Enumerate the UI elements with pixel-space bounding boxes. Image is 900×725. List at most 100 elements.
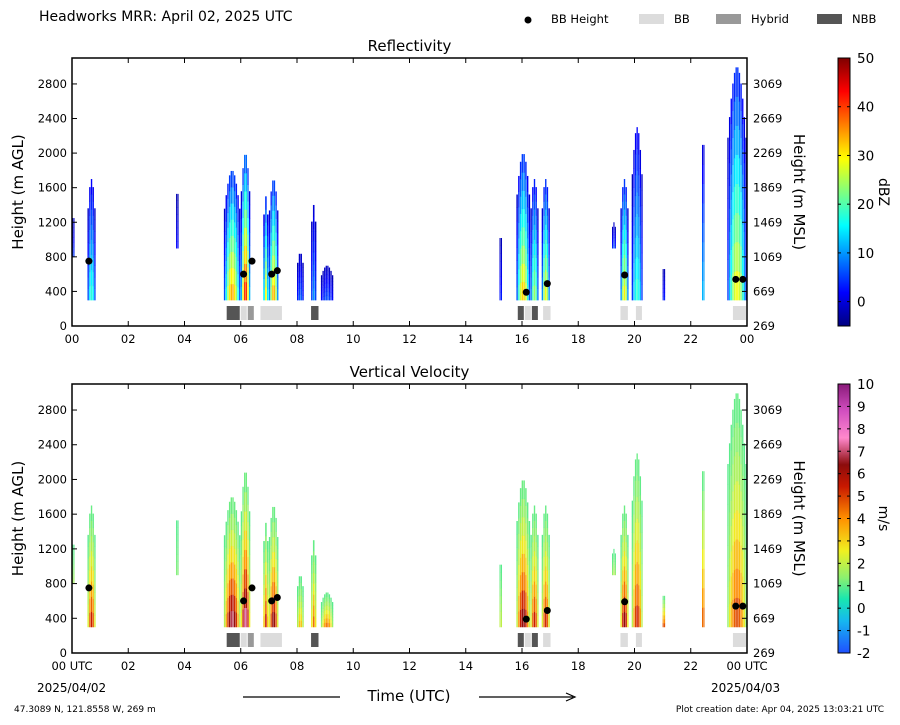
echo-cell (240, 525, 243, 541)
echo-cell (738, 214, 741, 244)
colorbar-tick-label: 30 (857, 148, 874, 164)
echo-cell (738, 129, 741, 159)
echo-cell (727, 137, 729, 159)
echo-cell (298, 582, 301, 590)
echo-cell (267, 257, 269, 269)
echo-cell (638, 501, 640, 523)
echo-cell (90, 194, 93, 210)
echo-cell (223, 569, 226, 582)
echo-cell (297, 262, 299, 268)
echo-cell (314, 231, 317, 242)
echo-cell (546, 243, 549, 259)
echo-cell (533, 520, 536, 537)
echo-cell (244, 472, 246, 493)
echo-cell (94, 265, 96, 278)
echo-cell (742, 551, 744, 577)
echo-cell (90, 239, 93, 255)
echo-cell (263, 541, 265, 553)
echo-cell (548, 592, 550, 605)
echo-cell (225, 208, 227, 222)
echo-cell (703, 490, 705, 511)
echo-cell (240, 612, 243, 628)
echo-layer (72, 393, 747, 628)
echo-cell (92, 215, 94, 230)
echo-cell (639, 206, 642, 226)
echo-cell (234, 533, 236, 550)
echo-cell (232, 235, 234, 252)
echo-cell (532, 243, 534, 259)
echo-cell (499, 588, 501, 597)
echo-cell (73, 568, 75, 575)
echo-cell (234, 268, 236, 285)
echo-cell (90, 520, 93, 537)
echo-cell (312, 288, 315, 301)
echo-cell (177, 547, 179, 555)
echo-cell (312, 240, 315, 253)
echo-cell (703, 164, 705, 184)
echo-cell (228, 268, 231, 285)
echo-cell (273, 521, 276, 538)
echo-cell (742, 475, 744, 501)
echo-cell (92, 257, 94, 273)
echo-cell (516, 547, 518, 562)
echo-cell (541, 208, 544, 221)
echo-cell (237, 613, 239, 628)
echo-cell (627, 254, 629, 266)
echo-cell (300, 588, 302, 596)
echo-cell (634, 585, 637, 607)
echo-cell (330, 292, 332, 297)
echo-cell (728, 581, 731, 605)
echo-cell (273, 180, 276, 196)
echo-cell (537, 534, 539, 547)
echo-cell (543, 527, 545, 543)
echo-cell (703, 471, 705, 491)
echo-cell (732, 191, 734, 220)
colorbar-tick-label: -2 (857, 646, 870, 662)
echo-cell (627, 615, 629, 628)
echo-cell (499, 611, 501, 620)
x-tick-label: 10 (346, 332, 361, 346)
bb-type-bar-bb (240, 633, 247, 647)
echo-cell (314, 582, 317, 592)
echo-cell (641, 516, 643, 533)
echo-cell (324, 606, 326, 611)
echo-cell (176, 207, 178, 215)
echo-cell (311, 555, 313, 565)
echo-cell (612, 229, 614, 233)
echo-cell (230, 235, 233, 252)
echo-cell (223, 265, 226, 278)
echo-cell (328, 283, 331, 289)
echo-cell (638, 174, 640, 197)
echo-cell (631, 174, 633, 191)
echo-cell (302, 601, 304, 607)
echo-cell (273, 270, 276, 286)
echo-cell (325, 592, 327, 598)
echo-cell (232, 187, 234, 204)
echo-cell (87, 242, 89, 255)
echo-cell (740, 463, 742, 492)
echo-cell (228, 580, 231, 596)
echo-cell (742, 123, 744, 150)
echo-cell (641, 205, 643, 222)
echo-cell (73, 218, 75, 224)
echo-cell (633, 570, 635, 590)
echo-cell (735, 270, 737, 301)
echo-cell (232, 267, 234, 285)
echo-cell (263, 278, 265, 290)
echo-cell (325, 270, 327, 275)
echo-cell (311, 600, 313, 610)
echo-cell (302, 267, 304, 273)
echo-cell (320, 290, 323, 295)
echo-cell (728, 604, 731, 628)
echo-cell (263, 551, 265, 563)
echo-cell (634, 279, 637, 301)
echo-cell (614, 553, 616, 557)
echo-cell (745, 504, 747, 526)
echo-cell (733, 72, 736, 102)
echo-cell (516, 560, 518, 575)
echo-cell (73, 573, 75, 580)
echo-cell (225, 260, 227, 275)
echo-cell (625, 527, 627, 543)
echo-cell (277, 288, 279, 301)
